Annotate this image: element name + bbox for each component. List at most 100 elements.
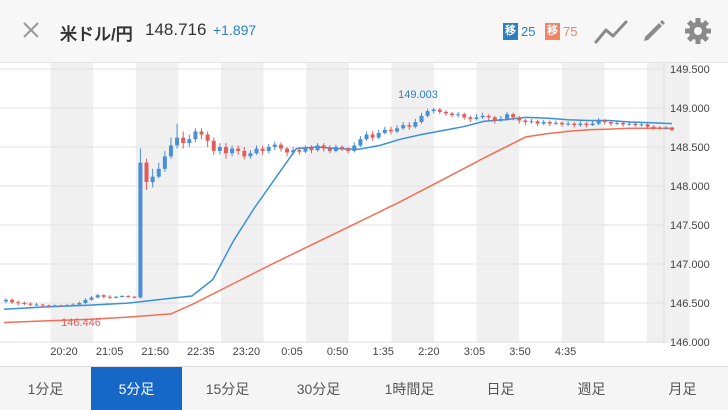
candle-body bbox=[541, 122, 546, 124]
candle-body bbox=[95, 295, 100, 298]
x-axis: 20:20 21:05 21:50 22:35 23:20 0:05 0:50 1:35 2:2… bbox=[50, 346, 576, 358]
close-icon[interactable] bbox=[18, 17, 44, 43]
tab-timeframe[interactable]: 日足 bbox=[486, 380, 515, 397]
candle-body bbox=[193, 131, 198, 140]
candle-body bbox=[58, 305, 63, 307]
candle-body bbox=[254, 148, 259, 154]
annotations: 149.003 146.446 bbox=[61, 89, 438, 329]
candle-body bbox=[101, 295, 106, 297]
candle-body bbox=[260, 148, 265, 151]
ma-tag: 移 bbox=[503, 23, 518, 40]
candle-body bbox=[248, 153, 253, 157]
candle-body bbox=[431, 109, 436, 112]
candle-body bbox=[578, 123, 583, 126]
candle-body bbox=[511, 114, 516, 118]
pencil-icon[interactable] bbox=[640, 16, 666, 44]
line-chart-icon[interactable] bbox=[594, 18, 628, 46]
candle-body bbox=[572, 123, 577, 126]
timeframe-tabs: 1分足 5分足 15分足 30分足 1時間足 日足 週足 月足 bbox=[0, 366, 728, 410]
time-band bbox=[221, 63, 264, 343]
candle-body bbox=[4, 299, 8, 302]
candle-body bbox=[566, 123, 571, 125]
candle-body bbox=[346, 148, 351, 151]
x-tick-label: 4:35 bbox=[555, 346, 576, 358]
y-axis: 149.500 149.000 148.500 148.000 147.500 147.0… bbox=[670, 64, 710, 349]
candle-body bbox=[22, 303, 27, 304]
current-price: 148.716 bbox=[145, 20, 207, 39]
candle-body bbox=[590, 123, 595, 126]
ma-value: 75 bbox=[563, 24, 578, 39]
candle-body bbox=[175, 137, 180, 146]
candle-body bbox=[113, 296, 118, 298]
tab-timeframe[interactable]: 週足 bbox=[577, 380, 606, 397]
time-band bbox=[476, 63, 520, 343]
y-tick-label: 149.500 bbox=[670, 64, 710, 76]
candle-body bbox=[120, 295, 125, 297]
candle-body bbox=[505, 114, 510, 119]
candle-body bbox=[395, 128, 400, 132]
candle-body bbox=[437, 109, 442, 112]
candle-body bbox=[65, 305, 70, 307]
x-tick-label: 21:50 bbox=[141, 346, 169, 358]
candle-body bbox=[486, 115, 491, 118]
time-band bbox=[50, 63, 94, 343]
candle-body bbox=[89, 297, 94, 300]
candle-body bbox=[547, 122, 552, 124]
candle-body bbox=[168, 145, 173, 157]
tab-timeframe[interactable]: 5分足 bbox=[91, 367, 182, 410]
ma25-line bbox=[3, 116, 673, 310]
candle-body bbox=[46, 305, 51, 307]
price-chart[interactable]: 149.500 149.000 148.500 148.000 147.500 147.0… bbox=[0, 63, 728, 366]
tab-timeframe[interactable]: 1時間足 bbox=[384, 380, 435, 397]
candle-body bbox=[596, 120, 601, 124]
candle-body bbox=[370, 134, 375, 138]
candle-body bbox=[615, 122, 620, 124]
ma75-path bbox=[3, 127, 672, 324]
tab-timeframe[interactable]: 15分足 bbox=[205, 380, 250, 397]
ma-75-badge[interactable]: 移 75 bbox=[545, 23, 577, 40]
low-price-label: 146.446 bbox=[61, 317, 101, 329]
candle-body bbox=[285, 148, 290, 153]
candle-body bbox=[278, 144, 283, 149]
candle-body bbox=[425, 111, 430, 116]
tab-timeframe[interactable]: 月足 bbox=[668, 380, 697, 397]
candle-body bbox=[492, 117, 497, 121]
candle-body bbox=[602, 120, 607, 123]
candle-body bbox=[144, 162, 149, 183]
candle-body bbox=[376, 132, 381, 138]
grid-lines bbox=[0, 63, 665, 343]
candle-body bbox=[498, 118, 503, 121]
candle-body bbox=[517, 117, 522, 121]
ma25-path bbox=[3, 116, 673, 310]
candle-body bbox=[462, 114, 467, 118]
candle-body bbox=[657, 127, 662, 129]
tab-timeframe[interactable]: 30分足 bbox=[296, 380, 341, 397]
candle-body bbox=[419, 115, 424, 123]
candle-body bbox=[297, 150, 302, 152]
x-tick-label: 20:20 bbox=[50, 346, 78, 358]
y-tick-label: 148.000 bbox=[670, 181, 710, 193]
candle-body bbox=[670, 127, 674, 130]
tab-timeframe[interactable]: 1分足 bbox=[27, 380, 64, 397]
candle-body bbox=[553, 122, 558, 124]
candle-body bbox=[266, 147, 271, 151]
currency-pair-label: 米ドル/円 bbox=[60, 25, 133, 44]
time-band bbox=[561, 63, 605, 343]
ma-25-badge[interactable]: 移 25 bbox=[503, 23, 535, 40]
candle-body bbox=[639, 124, 644, 126]
x-tick-label: 0:05 bbox=[281, 346, 302, 358]
x-tick-label: 3:05 bbox=[464, 346, 485, 358]
candle-body bbox=[468, 117, 473, 119]
gear-icon[interactable] bbox=[684, 17, 712, 45]
candle-body bbox=[535, 121, 540, 124]
candle-body bbox=[150, 176, 155, 183]
candle-body bbox=[291, 150, 296, 153]
header-bar: 米ドル/円 148.716 +1.897 移 25 移 75 bbox=[0, 0, 728, 63]
candle-body bbox=[181, 137, 186, 144]
candle-body bbox=[633, 123, 638, 126]
ma-value: 25 bbox=[521, 24, 536, 39]
candle-body bbox=[303, 147, 308, 152]
candle-body bbox=[645, 124, 650, 127]
candle-body bbox=[401, 125, 406, 129]
y-tick-label: 147.500 bbox=[670, 220, 710, 232]
